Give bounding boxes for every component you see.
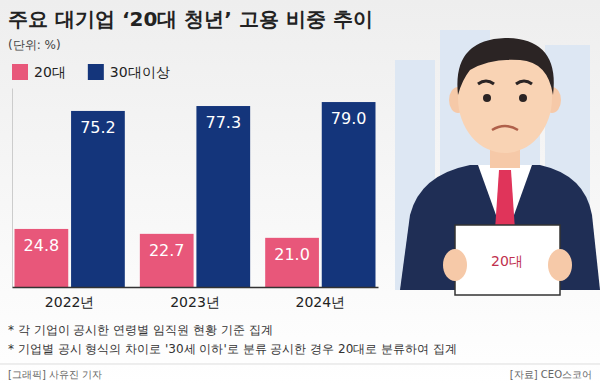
eyebrow — [516, 81, 532, 84]
background — [0, 0, 600, 384]
eye — [483, 94, 491, 102]
legend-swatch — [12, 64, 28, 80]
paper — [455, 225, 560, 295]
chart: 20대 주요 대기업 ‘20대 청년’ 고용 비중 추이 (단위: %) 20대 30대… — [0, 0, 600, 384]
x-tick: 2022년 — [45, 294, 95, 310]
illustration: 20대 — [395, 30, 600, 295]
legend-swatch — [88, 64, 104, 80]
legend: 20대 30대이상 — [12, 64, 170, 80]
x-tick-label: 2023년 — [170, 294, 220, 310]
note: * 각 기업이 공시한 연령별 임직원 현황 기준 집계 — [8, 323, 273, 337]
hand — [443, 249, 467, 281]
bar — [265, 238, 319, 287]
x-tick: 2023년 — [170, 294, 220, 310]
data-label: 79.0 — [331, 109, 367, 128]
data-label: 77.3 — [205, 113, 241, 132]
hair — [457, 38, 553, 95]
x-tick-label: 2024년 — [296, 294, 346, 310]
hand — [548, 249, 572, 281]
y-axis-line — [12, 89, 13, 288]
data-labels: 24.8 22.7 21.0 75.2 77.3 79.0 — [24, 109, 367, 264]
eye — [519, 94, 527, 102]
title: 주요 대기업 ‘20대 청년’ 고용 비중 추이 — [8, 7, 373, 31]
mouth — [492, 126, 518, 130]
x-axis-line — [13, 287, 379, 289]
bar — [71, 111, 125, 287]
data-label: 24.8 — [24, 236, 60, 255]
footer-rule — [0, 364, 600, 365]
eyebrow — [478, 81, 494, 84]
x-axis: 2022년 2023년 2024년 — [13, 288, 379, 310]
subtitle: (단위: %) — [8, 38, 61, 52]
x-tick: 2024년 — [296, 294, 346, 310]
credit: [그래픽] 사유진 기자 — [8, 369, 102, 380]
data-label: 75.2 — [80, 118, 116, 137]
x-tick-label: 2022년 — [45, 294, 95, 310]
bar — [140, 234, 194, 287]
legend-item: 20대 — [12, 64, 66, 80]
data-label: 22.7 — [149, 241, 185, 260]
legend-item: 30대이상 — [88, 64, 170, 80]
note: * 기업별 공시 형식의 차이로 '30세 이하'로 분류 공시한 경우 20대… — [8, 342, 457, 356]
data-label: 21.0 — [274, 245, 310, 264]
bar — [322, 102, 376, 287]
bars — [15, 102, 376, 287]
bar — [196, 106, 250, 287]
legend-label: 20대 — [34, 64, 66, 80]
y-axis — [12, 89, 13, 288]
illustration-label: 20대 — [491, 253, 523, 269]
legend-label: 30대이상 — [110, 64, 170, 80]
bar — [15, 229, 69, 287]
source: [자료] CEO스코어 — [510, 369, 592, 380]
